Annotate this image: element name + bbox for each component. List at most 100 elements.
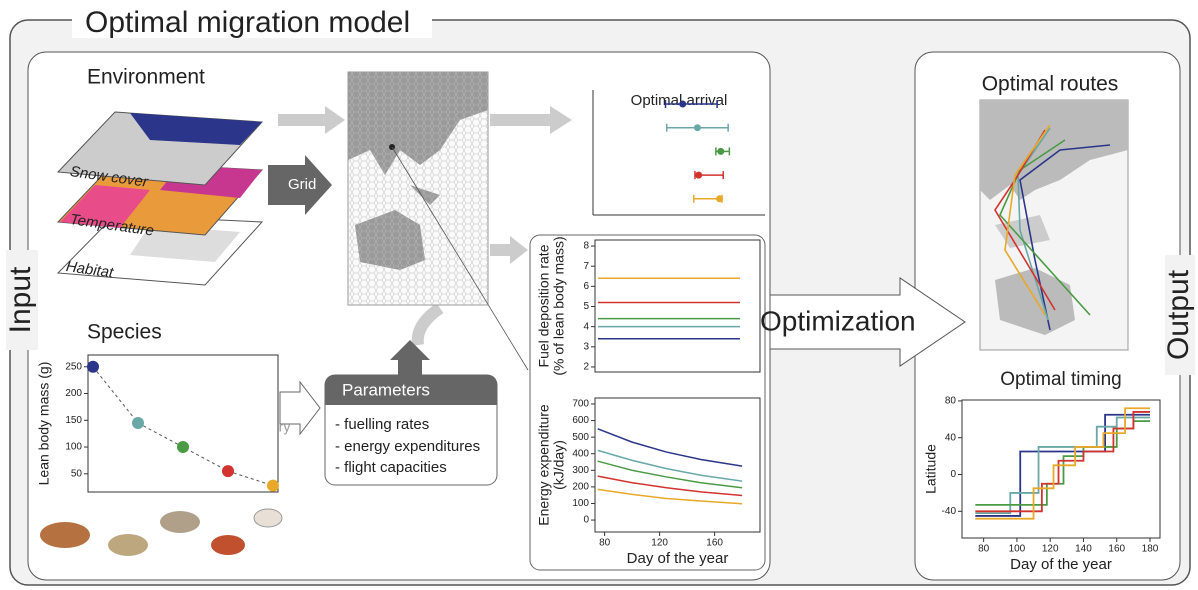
grid-arrow xyxy=(268,155,332,215)
y-axis-label: (% of lean body mass) xyxy=(551,236,567,375)
x-tick-label: 180 xyxy=(1142,544,1159,555)
y-tick-label: 4 xyxy=(583,321,589,332)
y-tick-label: 3 xyxy=(583,341,589,352)
parameter-arrow xyxy=(390,340,430,375)
species-point xyxy=(222,465,234,478)
flow-arrow xyxy=(490,106,572,134)
y-tick-label: 0 xyxy=(583,515,589,526)
parameter-item: - energy expenditures xyxy=(335,438,480,455)
plot-frame xyxy=(961,399,1161,539)
y-tick-label: 2 xyxy=(583,362,589,373)
y-tick-label: 8 xyxy=(583,241,589,252)
y-tick-label: 80 xyxy=(945,396,957,407)
y-tick-label: 700 xyxy=(572,399,589,410)
y-tick-label: 6 xyxy=(583,281,589,292)
plot-frame xyxy=(594,239,761,373)
arrival-point xyxy=(695,171,703,179)
habitat-patch xyxy=(130,225,240,262)
x-tick-label: 120 xyxy=(1042,544,1059,555)
timing-line xyxy=(975,407,1151,520)
layer-label: Habitat xyxy=(65,258,115,282)
snow-patch xyxy=(130,113,262,145)
y-tick-label: 500 xyxy=(572,432,589,443)
x-axis-label: Day of the year xyxy=(1010,556,1112,573)
parameters-header xyxy=(325,375,497,405)
y-tick-label: 600 xyxy=(572,415,589,426)
y-axis-label: Latitude xyxy=(923,444,939,494)
arrival-point xyxy=(716,195,724,203)
x-tick-label: 160 xyxy=(706,538,723,549)
grid-label: Grid xyxy=(288,176,316,193)
bird xyxy=(108,534,148,556)
plot-frame xyxy=(87,354,279,493)
route xyxy=(1019,144,1111,331)
species-point xyxy=(87,360,99,373)
y-tick-label: -40 xyxy=(942,506,957,517)
y-tick-label: 400 xyxy=(572,448,589,459)
x-axis-label: Day of the year xyxy=(627,550,729,567)
flow-arrow xyxy=(490,236,528,264)
timing-line xyxy=(975,413,1151,517)
input-bg xyxy=(6,250,38,350)
arrival-point xyxy=(693,124,701,132)
chart-title: Optimal arrival xyxy=(631,92,728,109)
species-point xyxy=(177,441,189,454)
output-label: Output xyxy=(1162,269,1195,360)
y-axis-label: Energy expenditure xyxy=(536,404,552,526)
temperature-warm xyxy=(60,185,150,228)
x-tick-label: 80 xyxy=(599,538,611,549)
y-axis-label: (kJ/day) xyxy=(551,440,567,490)
y-tick-label: 250 xyxy=(65,361,82,372)
x-tick-label: 160 xyxy=(1108,544,1125,555)
flow-arrow xyxy=(278,106,345,134)
chart-title: Optimal timing xyxy=(1000,369,1121,390)
series-line xyxy=(597,428,743,467)
environment-title: Environment xyxy=(87,66,205,89)
flow-arrow xyxy=(411,303,444,346)
y-tick-label: 0 xyxy=(950,469,956,480)
series-line xyxy=(597,449,743,482)
y-tick-label: 200 xyxy=(65,388,82,399)
y-tick-label: 100 xyxy=(572,498,589,509)
series-line xyxy=(597,475,743,497)
route xyxy=(1004,124,1051,316)
routes-map xyxy=(979,99,1129,351)
arrival-point xyxy=(717,147,725,155)
parameter-item: - flight capacities xyxy=(335,459,447,476)
y-axis-label: Fuel deposition rate xyxy=(536,244,552,367)
bird xyxy=(160,511,200,533)
bird xyxy=(211,535,245,555)
parameters-title: Parameters xyxy=(342,380,430,399)
bird xyxy=(253,508,283,528)
y-tick-label: 200 xyxy=(572,482,589,493)
model-title: Optimal migration model xyxy=(85,6,410,39)
y-tick-label: 7 xyxy=(583,261,589,272)
grid-map xyxy=(347,71,529,371)
optimization-arrow xyxy=(769,277,966,367)
parameter-item: - fuelling rates xyxy=(335,416,429,433)
y-tick-label: 100 xyxy=(65,442,82,453)
y-tick-label: 40 xyxy=(945,432,957,443)
x-tick-label: 100 xyxy=(1009,544,1026,555)
series-line xyxy=(597,460,743,489)
x-tick-label: 120 xyxy=(651,538,668,549)
route xyxy=(994,129,1056,311)
input-label: Input xyxy=(4,266,37,333)
y-tick-label: 150 xyxy=(65,415,82,426)
arrival-point xyxy=(679,100,687,108)
birds xyxy=(40,508,283,556)
map-land xyxy=(995,268,1075,335)
y-axis-label: Lean body mass (g) xyxy=(36,362,52,486)
y-tick-label: 50 xyxy=(71,468,83,479)
route xyxy=(999,139,1091,316)
layer-stack: Snow cover Temperature Habitat xyxy=(56,111,264,286)
routes-title: Optimal routes xyxy=(982,73,1119,96)
x-tick-label: 140 xyxy=(1075,544,1092,555)
species-point xyxy=(267,479,279,492)
species-title: Species xyxy=(87,321,162,344)
allometry-arrow xyxy=(279,380,321,436)
map-callout xyxy=(391,146,529,371)
timing-line xyxy=(975,416,1151,515)
y-tick-label: 300 xyxy=(572,465,589,476)
